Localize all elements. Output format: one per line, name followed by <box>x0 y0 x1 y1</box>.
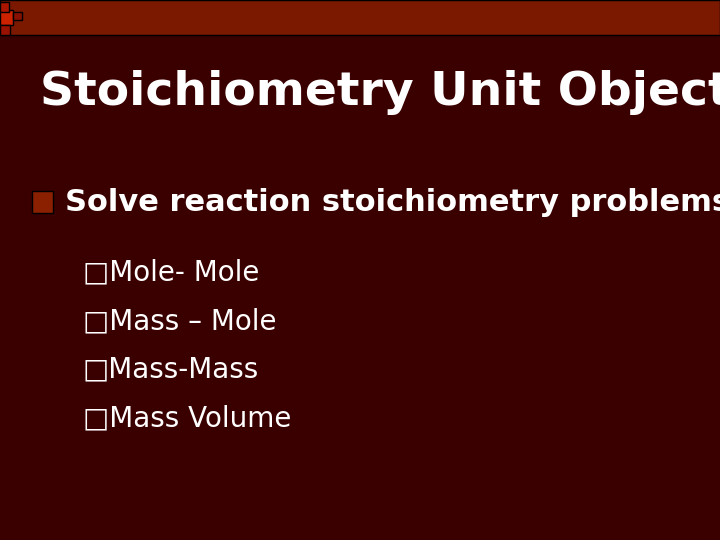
FancyBboxPatch shape <box>0 10 13 25</box>
Text: □Mass-Mass: □Mass-Mass <box>83 356 259 384</box>
Text: Stoichiometry Unit Objectives: Stoichiometry Unit Objectives <box>40 70 720 115</box>
FancyBboxPatch shape <box>0 25 10 35</box>
Text: □Mass Volume: □Mass Volume <box>83 404 291 433</box>
FancyBboxPatch shape <box>13 12 22 20</box>
Text: □Mole- Mole: □Mole- Mole <box>83 259 259 287</box>
Text: □Mass – Mole: □Mass – Mole <box>83 307 276 335</box>
FancyBboxPatch shape <box>0 0 720 35</box>
FancyBboxPatch shape <box>0 2 9 12</box>
FancyBboxPatch shape <box>32 191 53 213</box>
Text: Solve reaction stoichiometry problems:: Solve reaction stoichiometry problems: <box>65 188 720 217</box>
